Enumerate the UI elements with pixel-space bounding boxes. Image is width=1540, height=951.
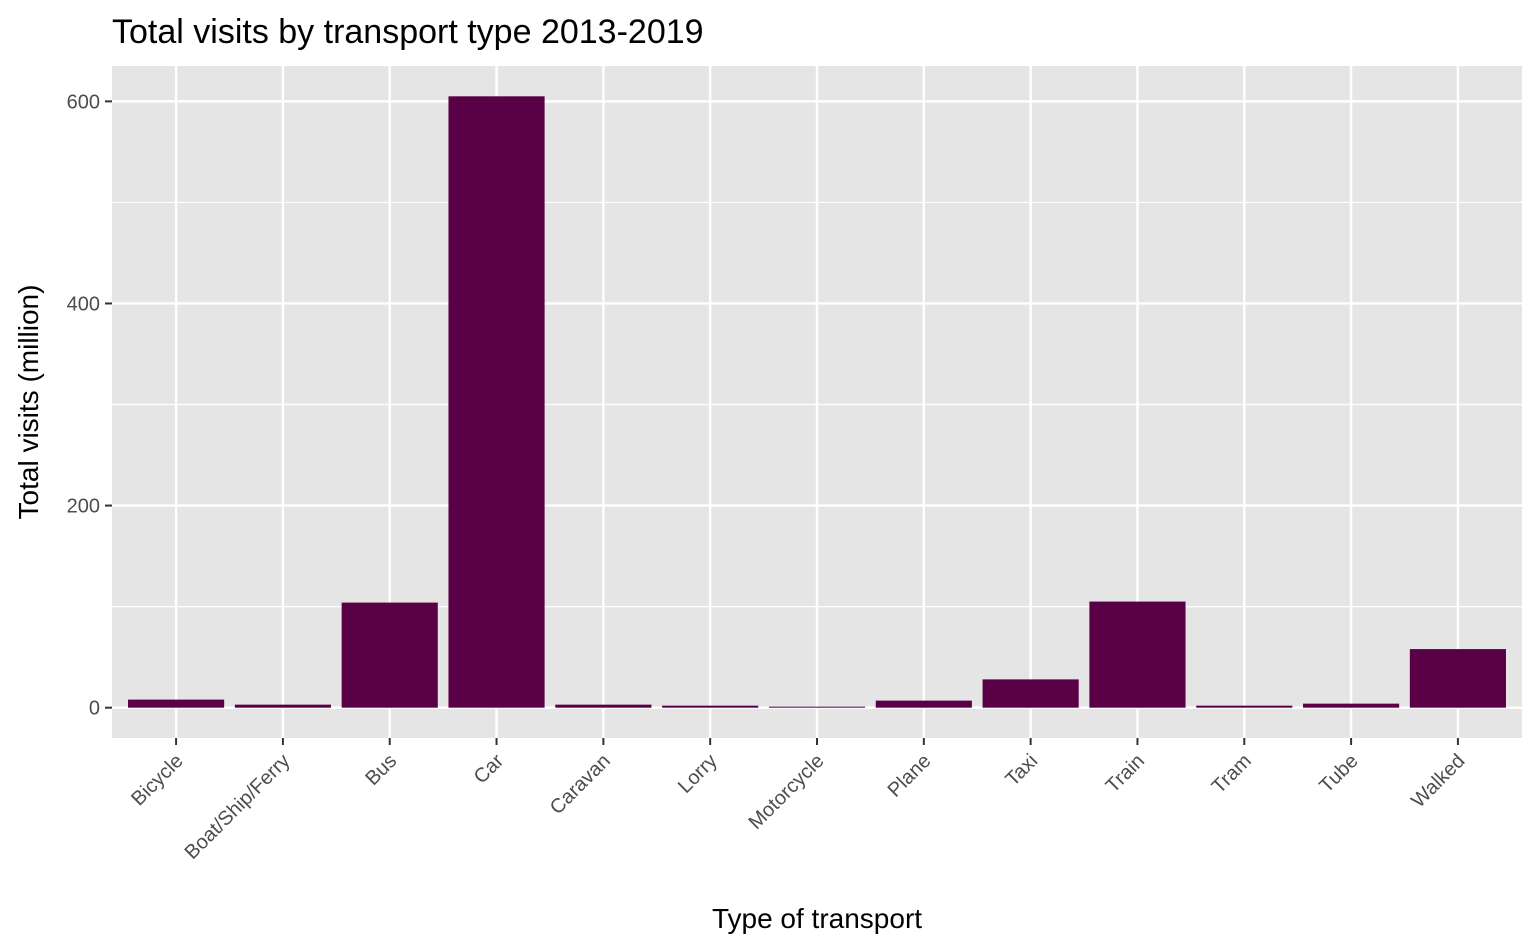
y-axis-title: Total visits (million) — [13, 285, 44, 520]
bar-train — [1089, 601, 1186, 708]
bar-tube — [1303, 703, 1400, 708]
y-tick-label: 0 — [89, 698, 100, 720]
x-tick-label: Taxi — [1001, 750, 1042, 791]
x-tick-label: Bicycle — [127, 750, 187, 810]
x-tick-label: Bus — [361, 750, 401, 790]
x-tick-label: Walked — [1407, 750, 1469, 812]
bar-lorry — [662, 705, 759, 708]
x-tick-label: Lorry — [674, 750, 722, 798]
x-axis-title: Type of transport — [712, 903, 922, 934]
x-tick-label: Plane — [884, 750, 936, 802]
x-tick-label: Tram — [1208, 750, 1256, 798]
y-tick-label: 200 — [67, 496, 100, 518]
bar-bicycle — [128, 699, 225, 708]
bar-tram — [1196, 705, 1293, 708]
y-tick-label: 400 — [67, 293, 100, 315]
x-tick-label: Motorcycle — [745, 750, 829, 834]
chart-title: Total visits by transport type 2013-2019 — [112, 13, 704, 51]
bars — [128, 96, 1506, 708]
y-tick-label: 600 — [67, 91, 100, 113]
x-tick-label: Tube — [1315, 750, 1362, 797]
bar-bus — [341, 602, 438, 708]
bar-caravan — [555, 704, 652, 708]
bar-plane — [875, 700, 972, 708]
bar-taxi — [982, 679, 1079, 708]
bar-motorcycle — [768, 706, 866, 708]
y-axis: 0 200 400 600 — [67, 91, 112, 720]
bar-walked — [1409, 649, 1506, 708]
x-tick-label: Car — [470, 750, 509, 789]
bar-car — [448, 96, 545, 708]
x-tick-label: Caravan — [546, 750, 615, 819]
x-tick-label: Train — [1102, 750, 1149, 797]
x-tick-label: Boat/Ship/Ferry — [181, 750, 295, 864]
bar-boat-ship-ferry — [234, 704, 331, 708]
